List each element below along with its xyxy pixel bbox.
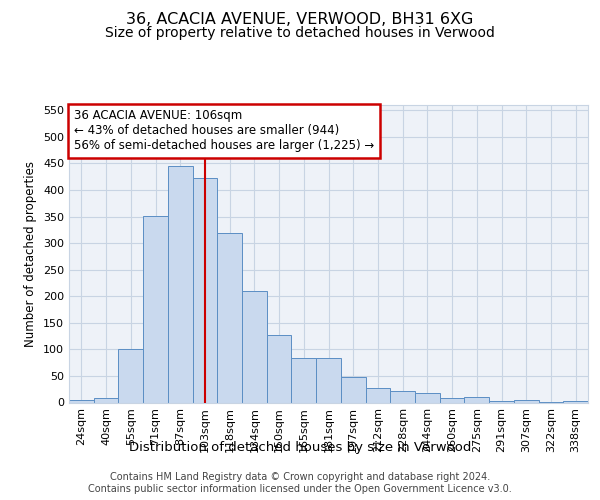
Bar xyxy=(489,401,514,402)
Text: 36 ACACIA AVENUE: 106sqm
← 43% of detached houses are smaller (944)
56% of semi-: 36 ACACIA AVENUE: 106sqm ← 43% of detach… xyxy=(74,110,374,152)
Bar xyxy=(514,400,539,402)
Bar xyxy=(118,350,143,403)
Bar xyxy=(440,398,464,402)
Bar xyxy=(292,358,316,403)
Bar xyxy=(193,178,217,402)
Bar xyxy=(69,400,94,402)
Bar xyxy=(415,394,440,402)
Bar xyxy=(316,358,341,403)
Bar xyxy=(242,291,267,403)
Text: 36, ACACIA AVENUE, VERWOOD, BH31 6XG: 36, ACACIA AVENUE, VERWOOD, BH31 6XG xyxy=(127,12,473,28)
Bar xyxy=(267,335,292,402)
Bar xyxy=(341,377,365,402)
Bar xyxy=(217,232,242,402)
Text: Contains HM Land Registry data © Crown copyright and database right 2024.
Contai: Contains HM Land Registry data © Crown c… xyxy=(88,472,512,494)
Bar xyxy=(94,398,118,402)
Text: Size of property relative to detached houses in Verwood: Size of property relative to detached ho… xyxy=(105,26,495,40)
Bar xyxy=(390,391,415,402)
Y-axis label: Number of detached properties: Number of detached properties xyxy=(25,161,37,347)
Bar xyxy=(168,166,193,402)
Bar xyxy=(464,397,489,402)
Text: Distribution of detached houses by size in Verwood: Distribution of detached houses by size … xyxy=(129,441,471,454)
Bar xyxy=(365,388,390,402)
Bar xyxy=(143,216,168,402)
